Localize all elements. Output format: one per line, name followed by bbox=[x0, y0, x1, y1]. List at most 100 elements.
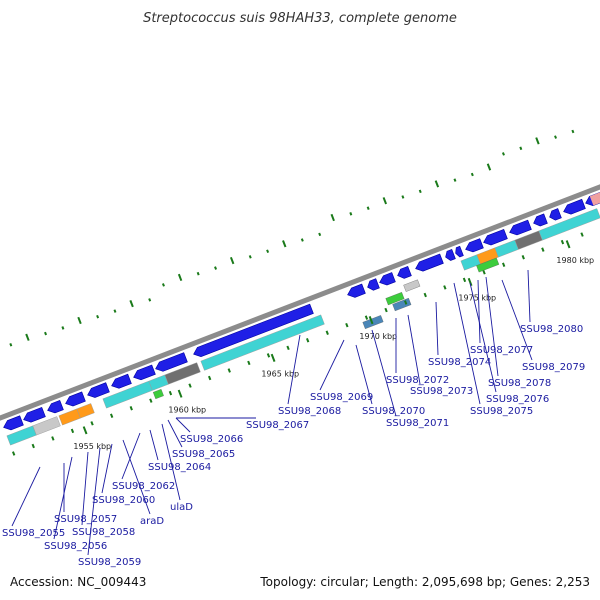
gene-label: SSU98_2064 bbox=[148, 462, 211, 473]
gene-leader-line bbox=[167, 419, 183, 448]
gc-tick bbox=[96, 314, 100, 319]
gc-tick bbox=[161, 283, 165, 287]
gc-tick bbox=[196, 271, 200, 276]
gc-tick bbox=[129, 299, 134, 308]
scale-tick-label: 1980 kbp bbox=[556, 256, 594, 265]
gc-tick bbox=[382, 197, 388, 205]
small-feature bbox=[476, 257, 500, 273]
cds-arrow bbox=[563, 198, 586, 215]
gc-tick bbox=[453, 178, 457, 182]
gene-bar bbox=[148, 374, 169, 391]
genome-backbone bbox=[0, 184, 600, 421]
gene-leader-line bbox=[435, 301, 439, 356]
cds-arrow bbox=[415, 253, 444, 272]
cds-arrow-shape bbox=[379, 272, 396, 286]
gc-tick bbox=[248, 255, 252, 259]
gc-tick bbox=[401, 195, 405, 199]
scale-major-tick bbox=[177, 389, 183, 398]
cds-arrow bbox=[455, 245, 464, 258]
cds-arrow bbox=[379, 272, 396, 286]
cds-arrow bbox=[23, 406, 46, 423]
small-feature bbox=[385, 292, 405, 306]
gene-bar-shape bbox=[148, 374, 169, 391]
cds-arrow-shape bbox=[111, 373, 132, 389]
gene-bar bbox=[76, 403, 95, 419]
gc-tick bbox=[282, 240, 287, 248]
gene-bar bbox=[32, 416, 61, 436]
gene-leader-line bbox=[175, 417, 191, 433]
gc-tick bbox=[177, 273, 183, 282]
gc-tick bbox=[300, 238, 304, 242]
gene-label: SSU98_2072 bbox=[386, 375, 449, 386]
gene-label: SSU98_2067 bbox=[246, 420, 309, 431]
scale-minor-tick bbox=[502, 262, 506, 267]
gc-tick bbox=[366, 206, 370, 210]
small-feature-shape bbox=[392, 297, 412, 312]
small-feature-shape bbox=[362, 315, 384, 329]
gene-bar-shape bbox=[164, 362, 201, 385]
cds-arrow bbox=[465, 238, 484, 253]
scale-tick-label: 1960 kbp bbox=[168, 405, 206, 414]
gene-leader-line bbox=[501, 279, 533, 361]
scale-tick-label: 1955 kbp bbox=[73, 442, 111, 451]
gc-tick bbox=[571, 129, 575, 134]
scale-minor-tick bbox=[325, 330, 329, 335]
scale-major-tick bbox=[368, 316, 374, 325]
scale-major-tick bbox=[467, 277, 473, 287]
gene-label: SSU98_2068 bbox=[278, 406, 341, 417]
cds-arrow-shape bbox=[133, 364, 156, 381]
gc-tick bbox=[229, 256, 235, 265]
feature-track bbox=[152, 257, 500, 400]
gene-leader-line bbox=[122, 439, 151, 515]
gc-tick bbox=[61, 326, 65, 330]
gene-label: SSU98_2057 bbox=[54, 514, 117, 525]
gc-tick bbox=[77, 316, 82, 325]
cds-arrow-shape bbox=[47, 400, 64, 414]
gene-leader-line bbox=[121, 432, 141, 480]
scale-minor-tick bbox=[443, 285, 447, 290]
small-feature bbox=[392, 297, 412, 312]
gene-track bbox=[6, 191, 600, 446]
scale-major-tick bbox=[82, 426, 88, 435]
gc-tick bbox=[9, 343, 13, 347]
scale-minor-tick bbox=[266, 353, 271, 358]
scale-tick-label: 1970 kbp bbox=[359, 332, 397, 341]
scale-minor-tick bbox=[208, 375, 212, 381]
cds-arrow bbox=[111, 373, 132, 389]
scale-minor-tick bbox=[560, 239, 565, 245]
cds-track bbox=[3, 191, 600, 431]
cds-arrow-shape bbox=[23, 406, 46, 423]
gc-tick bbox=[434, 180, 440, 188]
gene-leader-line bbox=[485, 276, 499, 377]
cds-arrow bbox=[193, 303, 314, 358]
gc-tick bbox=[418, 189, 422, 194]
gc-tick bbox=[349, 212, 353, 216]
small-feature-shape bbox=[152, 389, 164, 400]
gene-label: SSU98_2066 bbox=[180, 434, 243, 445]
gene-leader-line bbox=[53, 456, 73, 540]
cds-arrow-shape bbox=[65, 391, 86, 407]
gene-bar bbox=[58, 408, 81, 426]
gene-label: SSU98_2075 bbox=[470, 406, 533, 417]
gene-label: SSU98_2058 bbox=[72, 527, 135, 538]
gene-leader-line bbox=[319, 339, 345, 391]
gene-bar bbox=[538, 208, 600, 241]
scale-minor-tick bbox=[188, 383, 192, 388]
gene-label: SSU98_2074 bbox=[428, 357, 491, 368]
gene-label: SSU98_2059 bbox=[78, 557, 141, 568]
scale-tick-label: 1975 kbp bbox=[458, 294, 496, 303]
gene-leader-line bbox=[407, 314, 421, 385]
cds-arrow-shape bbox=[533, 213, 548, 227]
cds-arrow bbox=[133, 364, 156, 381]
gene-leader-line bbox=[287, 334, 301, 405]
small-feature-shape bbox=[476, 257, 500, 273]
cds-arrow-shape bbox=[397, 265, 412, 279]
cds-arrow bbox=[87, 382, 110, 398]
cds-arrow bbox=[347, 283, 366, 298]
scale-major-tick bbox=[270, 353, 276, 362]
gene-label: SSU98_2062 bbox=[112, 481, 175, 492]
small-feature-shape bbox=[385, 292, 405, 306]
gene-label: SSU98_2070 bbox=[362, 406, 425, 417]
gc-tick bbox=[214, 266, 218, 270]
